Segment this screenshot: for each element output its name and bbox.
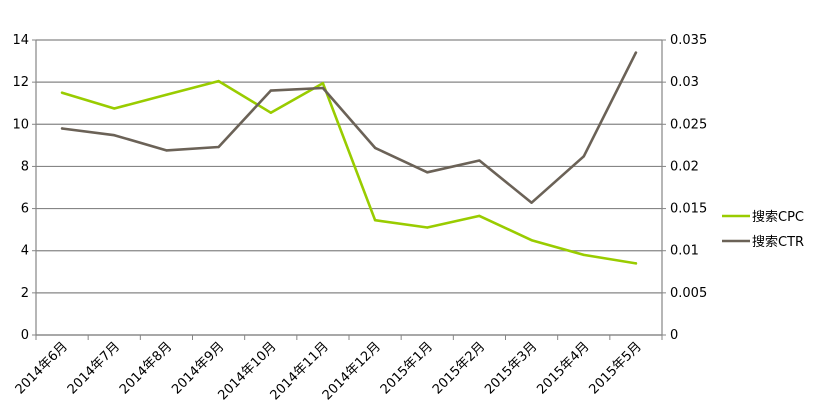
x-tick-label: 2014年7月 (65, 339, 123, 397)
data-point (634, 262, 638, 265)
data-point (321, 81, 325, 85)
data-point (426, 226, 429, 229)
y-left-tick-label: 0 (21, 328, 29, 343)
series-lines (60, 51, 638, 265)
x-tick-label: 2015年3月 (482, 339, 540, 397)
data-point (217, 145, 220, 149)
x-tick-label: 2015年4月 (534, 339, 592, 397)
y-left-tick-label: 8 (21, 159, 29, 174)
data-point (634, 51, 638, 54)
legend-label: 搜索CTR (752, 235, 804, 250)
y-left-tick-label: 2 (21, 286, 29, 301)
y-left-tick-label: 4 (21, 244, 29, 259)
x-tick-label: 2014年8月 (117, 339, 175, 397)
y-right-tick-label: 0.025 (670, 117, 707, 132)
data-point (478, 159, 481, 162)
x-tick-label: 2015年1月 (378, 339, 436, 397)
y-right-tick-label: 0 (670, 328, 678, 343)
x-tick-label: 2015年2月 (430, 339, 488, 397)
series-line-1 (60, 79, 638, 265)
x-tick-label: 2014年6月 (13, 339, 71, 397)
data-point (478, 214, 481, 218)
data-point (426, 171, 429, 174)
data-point (113, 134, 116, 137)
data-point (60, 127, 64, 130)
data-point (530, 201, 533, 204)
data-point (373, 218, 377, 222)
y-right-tick-label: 0.03 (670, 75, 699, 90)
y-left-tick-label: 6 (21, 202, 29, 217)
tick-labels: 0 0 2 0.005 4 0.01 6 0.015 8 0.02 10 0.025 12 0.03 14 0… (12, 33, 707, 403)
gridlines (36, 39, 662, 336)
y-right-tick-label: 0.035 (670, 33, 707, 48)
series-line-2 (60, 51, 638, 204)
legend: 搜索CPC 搜索CTR (722, 210, 804, 250)
data-point (582, 155, 585, 158)
y-right-tick-label: 0.02 (670, 159, 699, 174)
data-point (582, 253, 585, 257)
data-point (165, 93, 168, 96)
data-point (165, 149, 168, 152)
data-point (530, 238, 533, 242)
data-point (269, 111, 272, 114)
y-right-tick-label: 0.01 (670, 244, 699, 259)
data-point (321, 86, 325, 90)
x-tick-label: 2015年5月 (587, 339, 645, 397)
y-right-tick-label: 0.005 (670, 286, 707, 301)
data-point (217, 79, 220, 83)
y-left-tick-label: 14 (12, 33, 29, 48)
data-point (113, 107, 116, 110)
y-left-tick-label: 12 (12, 75, 29, 90)
legend-label: 搜索CPC (752, 210, 804, 225)
axes (32, 39, 666, 340)
y-left-tick-label: 10 (12, 117, 29, 132)
data-point (269, 89, 272, 92)
y-right-tick-label: 0.015 (670, 202, 707, 217)
data-point (373, 146, 377, 150)
data-point (60, 91, 64, 94)
